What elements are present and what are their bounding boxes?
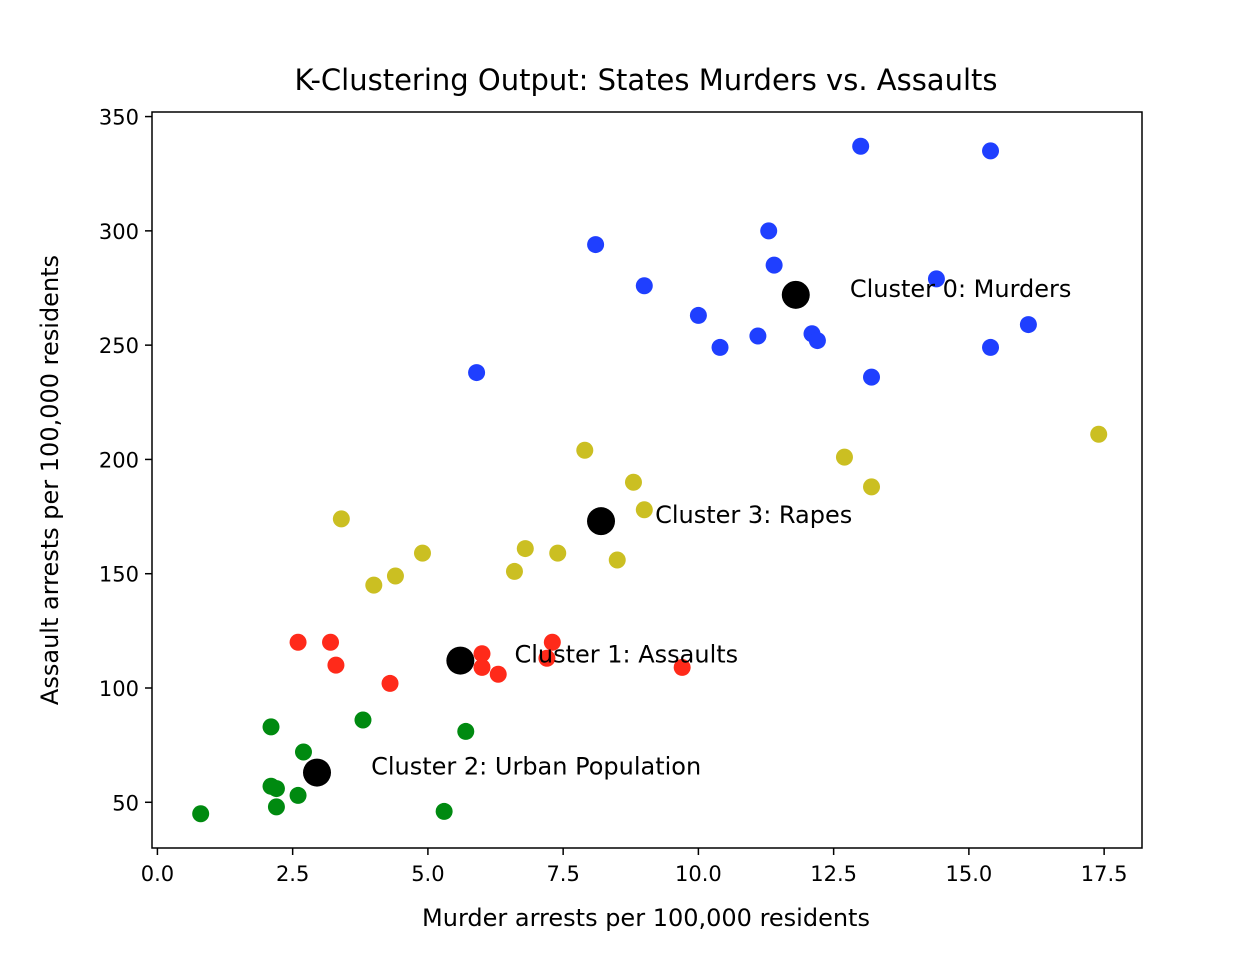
- x-tick-label: 15.0: [946, 862, 993, 886]
- cluster-1-point: [473, 645, 491, 663]
- cluster-annotation: Cluster 0: Murders: [850, 275, 1072, 303]
- cluster-1-point: [673, 658, 691, 676]
- cluster-3-point: [505, 562, 523, 580]
- cluster-3-point: [863, 478, 881, 496]
- y-axis-label: Assault arrests per 100,000 residents: [36, 255, 64, 705]
- x-tick-label: 5.0: [411, 862, 444, 886]
- cluster-0-point: [635, 277, 653, 295]
- x-axis-label: Murder arrests per 100,000 residents: [422, 904, 870, 932]
- y-tick-label: 250: [99, 334, 139, 358]
- cluster-2-point: [192, 805, 210, 823]
- cluster-0-point: [760, 222, 778, 240]
- cluster-0-point: [982, 338, 1000, 356]
- cluster-3-point: [624, 473, 642, 491]
- cluster-0-point: [765, 256, 783, 274]
- cluster-annotation: Cluster 2: Urban Population: [371, 753, 701, 781]
- cluster-1-point: [322, 633, 340, 651]
- cluster-1-point: [289, 633, 307, 651]
- x-tick-label: 0.0: [141, 862, 174, 886]
- cluster-3-point: [576, 441, 594, 459]
- cluster-3-point: [365, 576, 383, 594]
- cluster-0-point: [468, 364, 486, 382]
- cluster-0-point: [852, 137, 870, 155]
- cluster-2-point: [289, 786, 307, 804]
- cluster-0-point: [808, 332, 826, 350]
- cluster-0-point: [587, 236, 605, 254]
- y-tick-label: 50: [112, 791, 139, 815]
- cluster-0-point: [689, 306, 707, 324]
- x-axis-ticks: 0.0 2.5 5.0 7.5 10.0 12.5 15.0 17.5: [141, 848, 1128, 886]
- cluster-annotation: Cluster 1: Assaults: [514, 641, 738, 669]
- cluster-2-point: [267, 780, 285, 798]
- cluster-2-point: [262, 718, 280, 736]
- cluster-0-point: [982, 142, 1000, 160]
- cluster-3-point: [608, 551, 626, 569]
- plot-marks: [192, 137, 1108, 823]
- cluster-0-point: [1019, 316, 1037, 334]
- plot-frame: [151, 111, 1143, 849]
- cluster-3-point: [1090, 425, 1108, 443]
- cluster-1-point: [538, 649, 556, 667]
- cluster-3-point: [516, 540, 534, 558]
- cluster-annotations: Cluster 0: Murders Cluster 1: Assaults Clu…: [371, 275, 1071, 781]
- cluster-0-point: [927, 270, 945, 288]
- y-tick-label: 200: [99, 448, 139, 472]
- cluster-1-point: [473, 658, 491, 676]
- cluster-3-point: [635, 501, 653, 519]
- y-axis-ticks: 50 100 150 200 250 300 350: [99, 106, 152, 815]
- chart-title: K-Clustering Output: States Murders vs. …: [294, 63, 997, 97]
- cluster-0-point: [711, 338, 729, 356]
- y-tick-label: 300: [99, 220, 139, 244]
- centroid-3: [587, 507, 616, 536]
- cluster-2-point: [294, 743, 312, 761]
- centroid-0: [781, 280, 810, 309]
- cluster-2-point: [267, 798, 285, 816]
- cluster-2-point: [354, 711, 372, 729]
- centroid-2: [303, 758, 331, 787]
- cluster-2-point: [435, 802, 453, 820]
- cluster-annotation: Cluster 3: Rapes: [655, 501, 852, 529]
- x-tick-label: 10.0: [675, 862, 722, 886]
- cluster-1-point: [489, 665, 507, 683]
- cluster-3-point: [835, 448, 853, 466]
- x-tick-label: 17.5: [1081, 862, 1128, 886]
- centroid-1: [446, 646, 475, 675]
- cluster-3-point: [413, 544, 431, 562]
- x-tick-label: 7.5: [546, 862, 579, 886]
- cluster-3-point: [386, 567, 404, 585]
- cluster-0-point: [863, 368, 881, 386]
- cluster-2-point: [457, 722, 475, 740]
- cluster-1-point: [381, 674, 399, 692]
- cluster-0-point: [749, 327, 767, 345]
- cluster-3-point: [549, 544, 567, 562]
- y-tick-label: 150: [99, 563, 139, 587]
- y-tick-label: 350: [99, 106, 139, 130]
- cluster-3-point: [332, 510, 350, 528]
- x-tick-label: 2.5: [276, 862, 309, 886]
- y-tick-label: 100: [99, 677, 139, 701]
- cluster-1-point: [327, 656, 345, 674]
- x-tick-label: 12.5: [810, 862, 857, 886]
- cluster-1-point: [543, 633, 561, 651]
